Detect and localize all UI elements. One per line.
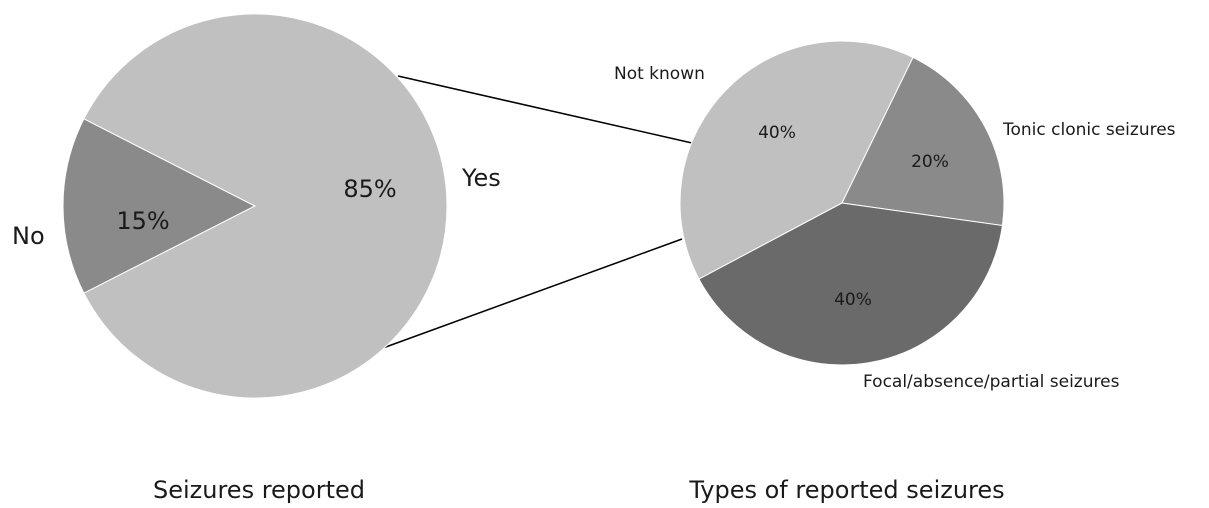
pie-2-slice-focal-absence-partial-seizures <box>698 202 1003 366</box>
connector-line-bottom <box>382 238 683 349</box>
slice-label-tonic-clonic: Tonic clonic seizures <box>1002 120 1176 140</box>
slice-pct-tonic-clonic: 20% <box>911 152 949 172</box>
pie-2-slices <box>679 40 1005 366</box>
slice-pct-no: 15% <box>116 207 169 235</box>
slice-label-no: No <box>12 222 45 250</box>
pie-1-slice-yes <box>83 13 448 399</box>
slice-label-not-known: Not known <box>614 64 705 84</box>
chart-title-types-of-seizures: Types of reported seizures <box>688 476 1004 504</box>
pie-1-slice-no <box>62 118 257 294</box>
pie-2-slice-not-known <box>679 40 914 280</box>
slice-pct-focal: 40% <box>834 290 872 310</box>
connector-line-top <box>397 75 693 144</box>
pie-2-slice-tonic-clonic-seizures <box>841 56 1005 227</box>
slice-pct-yes: 85% <box>343 175 396 203</box>
chart-title-seizures-reported: Seizures reported <box>153 476 365 504</box>
pie-1-slices <box>62 13 448 399</box>
slice-label-focal: Focal/absence/partial seizures <box>863 372 1120 392</box>
slice-label-yes: Yes <box>461 164 501 192</box>
slice-pct-not-known: 40% <box>758 123 796 143</box>
